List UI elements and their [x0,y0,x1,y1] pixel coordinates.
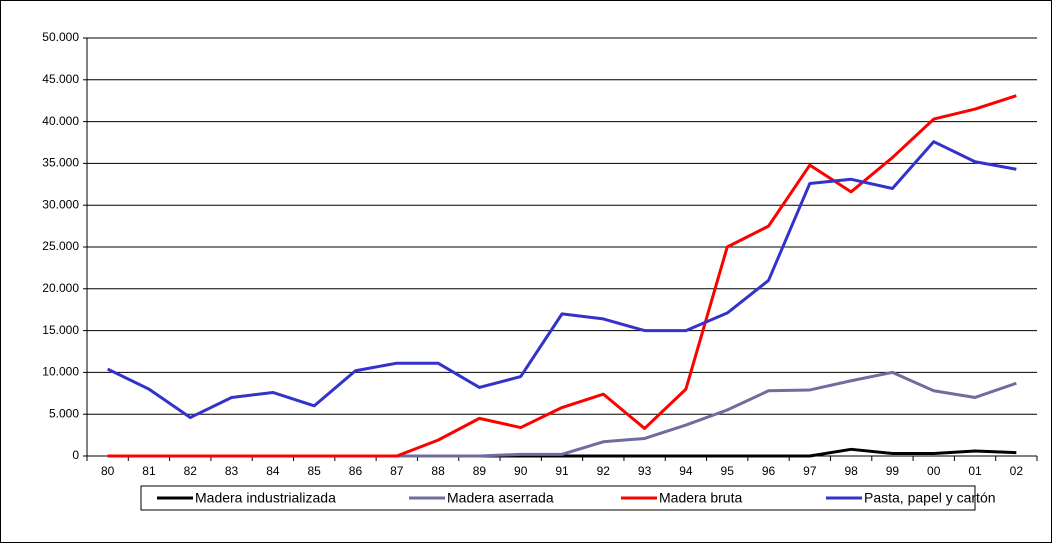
legend-label: Pasta, papel y cartón [864,490,996,506]
x-tick-label: 98 [844,464,858,478]
y-tick-label: 0 [72,448,79,462]
y-tick-label: 30.000 [42,197,79,211]
legend-label: Madera aserrada [447,490,554,506]
x-tick-label: 85 [307,464,321,478]
legend-label: Madera industrializada [195,490,336,506]
x-tick-label: 80 [101,464,115,478]
x-tick-label: 96 [762,464,776,478]
x-tick-label: 89 [473,464,487,478]
x-tick-label: 01 [968,464,982,478]
x-tick-label: 99 [886,464,900,478]
y-tick-label: 10.000 [42,365,79,379]
y-tick-label: 50.000 [42,30,79,44]
x-tick-label: 81 [142,464,156,478]
x-tick-label: 91 [555,464,569,478]
x-tick-label: 86 [349,464,363,478]
legend-label: Madera bruta [659,490,742,506]
y-tick-label: 40.000 [42,114,79,128]
y-tick-label: 20.000 [42,281,79,295]
x-tick-label: 87 [390,464,404,478]
x-tick-label: 90 [514,464,528,478]
y-tick-label: 25.000 [42,239,79,253]
x-tick-label: 97 [803,464,817,478]
x-tick-label: 83 [225,464,239,478]
x-tick-label: 88 [431,464,445,478]
series-line [107,94,1017,458]
x-tick-label: 00 [927,464,941,478]
y-tick-label: 15.000 [42,323,79,337]
series-line [106,140,1017,420]
y-tick-label: 5.000 [49,406,79,420]
y-tick-label: 45.000 [42,72,79,86]
x-tick-label: 93 [638,464,652,478]
y-tick-label: 35.000 [42,156,79,170]
x-tick-label: 95 [721,464,735,478]
x-tick-label: 92 [597,464,611,478]
x-tick-label: 02 [1010,464,1024,478]
x-tick-label: 84 [266,464,280,478]
x-tick-label: 94 [679,464,693,478]
x-tick-label: 82 [184,464,198,478]
